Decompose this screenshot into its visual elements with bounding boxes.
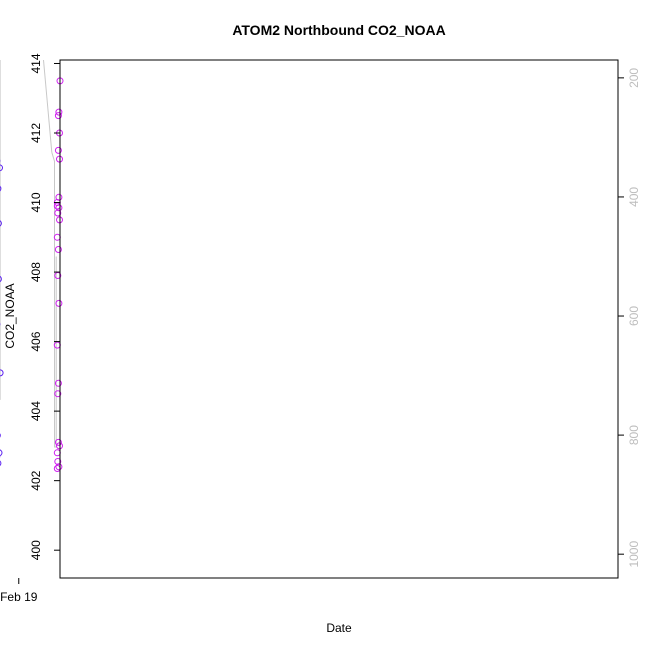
- plot-frame: [59, 59, 619, 579]
- data-point-s3-5: [0, 164, 3, 172]
- data-point-s4-16: [54, 390, 62, 398]
- data-point-s4-17: [54, 438, 62, 446]
- y-tick-label-1: 402: [29, 470, 43, 490]
- pressure-trace-8: [51, 152, 57, 448]
- data-point-s3-27: [0, 369, 4, 377]
- pressure-trace-7: [43, 59, 53, 153]
- y-tick-label-6: 412: [29, 123, 43, 143]
- data-point-s3-31: [0, 460, 2, 467]
- x-axis-title: Date: [326, 621, 352, 635]
- data-point-s4-1: [55, 108, 63, 116]
- data-point-s3-36: [0, 220, 2, 227]
- data-point-s3-6: [0, 185, 2, 192]
- right-tick-label-1: 400: [627, 187, 641, 207]
- data-point-s4-20: [54, 458, 62, 465]
- y-tick-label-4: 408: [29, 262, 43, 282]
- right-tick-label-3: 800: [627, 425, 641, 445]
- data-point-s4-15: [54, 379, 62, 387]
- axes: Feb 11Feb 13Feb 15Feb 17Feb 194004024044…: [0, 53, 641, 604]
- y-tick-label-3: 406: [29, 331, 43, 351]
- y-tick-label-7: 414: [29, 53, 43, 73]
- chart-title: ATOM2 Northbound CO2_NOAA: [232, 22, 445, 38]
- data-point-s4-11: [54, 246, 62, 253]
- y-tick-label-5: 410: [29, 192, 43, 212]
- data-point-s3-26: [0, 275, 2, 283]
- data-point-s4-13: [55, 299, 63, 307]
- right-tick-label-2: 600: [627, 306, 641, 326]
- pressure-traces: [0, 59, 57, 448]
- data-point-s4-8: [54, 209, 62, 217]
- x-tick-label-4: Feb 19: [0, 590, 38, 604]
- y-tick-label-2: 404: [29, 401, 43, 421]
- data-point-s3-32: [0, 449, 3, 457]
- right-tick-label-0: 200: [627, 68, 641, 88]
- right-tick-label-4: 1000: [627, 541, 641, 568]
- y-tick-label-0: 400: [29, 540, 43, 560]
- data-point-s4-2: [54, 112, 62, 120]
- data-point-s4-4: [54, 146, 62, 154]
- y-axis-title: CO2_NOAA: [3, 283, 17, 348]
- data-point-s4-21: [55, 463, 63, 471]
